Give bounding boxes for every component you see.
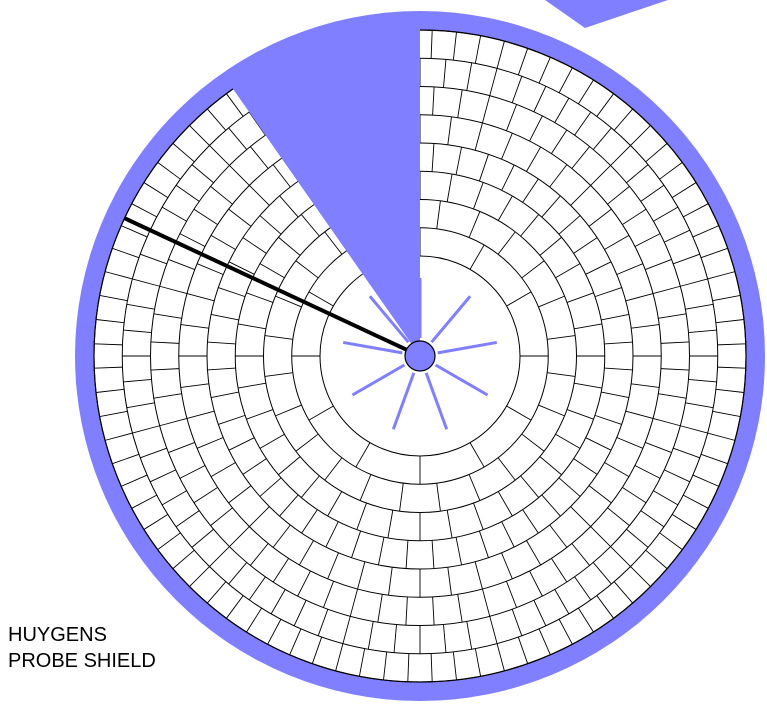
probe-corner-shape	[545, 0, 668, 28]
diagram-caption: HUYGENS PROBE SHIELD	[8, 622, 156, 674]
pointer-line	[123, 216, 421, 358]
caption-line-2: PROBE SHIELD	[8, 650, 156, 672]
center-hub	[404, 340, 436, 372]
cutout-sector	[223, 13, 420, 356]
caption-line-1: HUYGENS	[8, 624, 107, 646]
radial-spokes	[342, 278, 498, 430]
